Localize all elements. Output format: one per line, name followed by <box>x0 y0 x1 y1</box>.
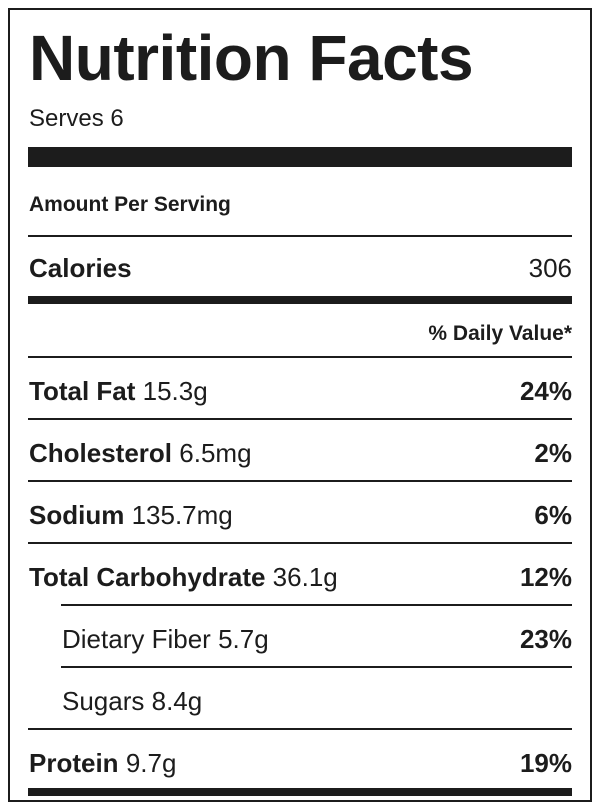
nutrient-daily-value: 2% <box>534 438 572 468</box>
divider <box>28 356 572 358</box>
nutrient-name: Total Carbohydrate <box>29 562 266 592</box>
nutrient-daily-value: 12% <box>519 562 572 592</box>
label-title: Nutrition Facts <box>29 22 474 94</box>
nutrient-amount: 135.7mg <box>131 500 233 530</box>
nutrient-amount: 6.5mg <box>179 438 252 468</box>
divider <box>28 728 572 730</box>
nutrient-name: Sugars <box>62 686 145 716</box>
thick-divider <box>28 147 572 167</box>
divider <box>28 235 572 237</box>
serves-text: Serves 6 <box>29 105 124 132</box>
divider <box>28 480 572 482</box>
nutrient-daily-value: 19% <box>519 748 572 778</box>
nutrient-name: Protein <box>29 748 119 778</box>
nutrient-daily-value: 6% <box>534 500 572 530</box>
bottom-divider <box>28 788 572 796</box>
nutrition-label-body: Nutrition Facts Serves 6 Amount Per Serv… <box>28 10 572 800</box>
nutrient-amount: 36.1g <box>272 562 338 592</box>
calories-value: 306 <box>528 253 572 283</box>
nutrient-name: Total Fat <box>29 376 136 406</box>
nutrient-name: Cholesterol <box>29 438 173 468</box>
indented-divider <box>61 666 572 668</box>
daily-value-header: % Daily Value* <box>428 322 572 345</box>
nutrient-name: Sodium <box>29 500 125 530</box>
divider <box>28 542 572 544</box>
medium-divider <box>28 296 572 304</box>
amount-per-serving: Amount Per Serving <box>29 193 231 216</box>
divider <box>28 418 572 420</box>
nutrient-daily-value: 24% <box>519 376 572 406</box>
nutrient-amount: 8.4g <box>151 686 203 716</box>
nutrition-label: Nutrition Facts Serves 6 Amount Per Serv… <box>8 8 592 802</box>
nutrient-amount: 15.3g <box>142 376 208 406</box>
nutrient-name: Dietary Fiber <box>62 624 211 654</box>
indented-divider <box>61 604 572 606</box>
nutrient-amount: 9.7g <box>125 748 177 778</box>
nutrient-daily-value: 23% <box>519 624 572 654</box>
nutrient-amount: 5.7g <box>218 624 269 654</box>
calories-label: Calories <box>29 253 132 283</box>
